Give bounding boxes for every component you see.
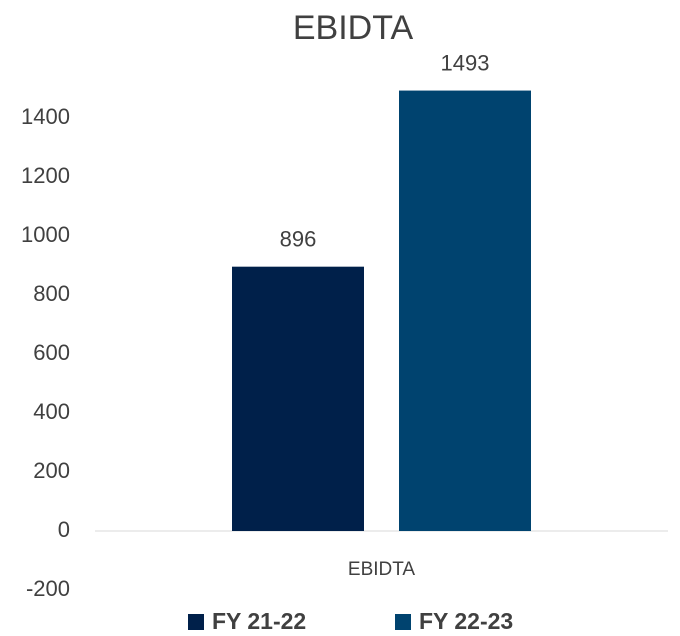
y-tick-label: 400 xyxy=(33,399,70,424)
data-label: 1493 xyxy=(441,50,490,75)
y-tick-label: 0 xyxy=(58,517,70,542)
legend-label: FY 22-23 xyxy=(419,608,513,634)
y-tick-label: 1000 xyxy=(21,222,70,247)
chart-title: EBIDTA xyxy=(293,9,414,47)
bar xyxy=(399,90,531,531)
legend-swatch xyxy=(188,614,204,630)
y-tick-label: 1200 xyxy=(21,163,70,188)
legend-label: FY 21-22 xyxy=(212,608,306,634)
y-tick-label: -200 xyxy=(26,576,70,601)
y-tick-label: 800 xyxy=(33,281,70,306)
y-tick-label: 1400 xyxy=(21,104,70,129)
x-tick-label: EBIDTA xyxy=(348,559,416,580)
y-tick-label: 600 xyxy=(33,340,70,365)
legend-swatch xyxy=(395,614,411,630)
data-label: 896 xyxy=(280,226,317,251)
bar xyxy=(232,266,364,531)
y-tick-label: 200 xyxy=(33,458,70,483)
